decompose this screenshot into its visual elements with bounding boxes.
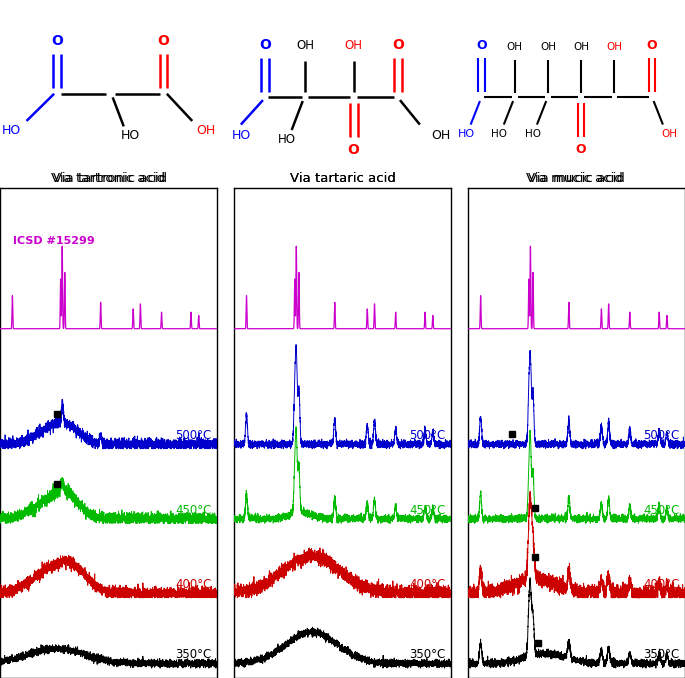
Text: OH: OH — [573, 42, 589, 52]
Text: 400°C: 400°C — [175, 578, 212, 591]
Text: OH: OH — [606, 42, 622, 52]
Text: O: O — [259, 38, 271, 52]
Text: 350°C: 350°C — [175, 648, 212, 662]
Text: HO: HO — [278, 133, 296, 146]
Text: O: O — [576, 142, 586, 156]
Text: O: O — [476, 39, 487, 52]
Text: HO: HO — [1, 123, 21, 136]
Text: 450°C: 450°C — [410, 504, 446, 517]
Text: O: O — [647, 39, 657, 52]
Text: 450°C: 450°C — [175, 504, 212, 517]
Text: Via tartronic acid: Via tartronic acid — [53, 172, 168, 186]
Text: HO: HO — [525, 129, 540, 138]
Text: OH: OH — [540, 42, 556, 52]
Text: 400°C: 400°C — [643, 578, 680, 591]
Text: OH: OH — [345, 39, 362, 52]
Text: O: O — [392, 38, 403, 52]
Text: OH: OH — [431, 129, 450, 142]
Text: HO: HO — [121, 129, 140, 142]
Text: ICSD #15299: ICSD #15299 — [13, 237, 95, 246]
Text: HO: HO — [491, 129, 508, 138]
Text: 350°C: 350°C — [644, 648, 680, 662]
Title: Via mucic acid: Via mucic acid — [528, 172, 625, 186]
Text: 450°C: 450°C — [643, 504, 680, 517]
Text: Via tartaric acid: Via tartaric acid — [290, 172, 395, 186]
Text: Via mucic acid: Via mucic acid — [526, 172, 623, 186]
Text: O: O — [347, 142, 360, 157]
Text: 400°C: 400°C — [410, 578, 446, 591]
Text: OH: OH — [296, 39, 314, 52]
Text: 500°C: 500°C — [410, 429, 446, 442]
Text: OH: OH — [507, 42, 523, 52]
Text: 350°C: 350°C — [410, 648, 446, 662]
Text: HO: HO — [458, 129, 475, 138]
Text: O: O — [158, 35, 169, 48]
Text: 500°C: 500°C — [175, 429, 212, 442]
Text: OH: OH — [662, 129, 677, 138]
Text: O: O — [51, 35, 64, 48]
Text: OH: OH — [196, 123, 215, 136]
Text: 500°C: 500°C — [644, 429, 680, 442]
Title: Via tartaric acid: Via tartaric acid — [290, 172, 395, 186]
Text: HO: HO — [232, 129, 251, 142]
Title: Via tartronic acid: Via tartronic acid — [51, 172, 166, 186]
